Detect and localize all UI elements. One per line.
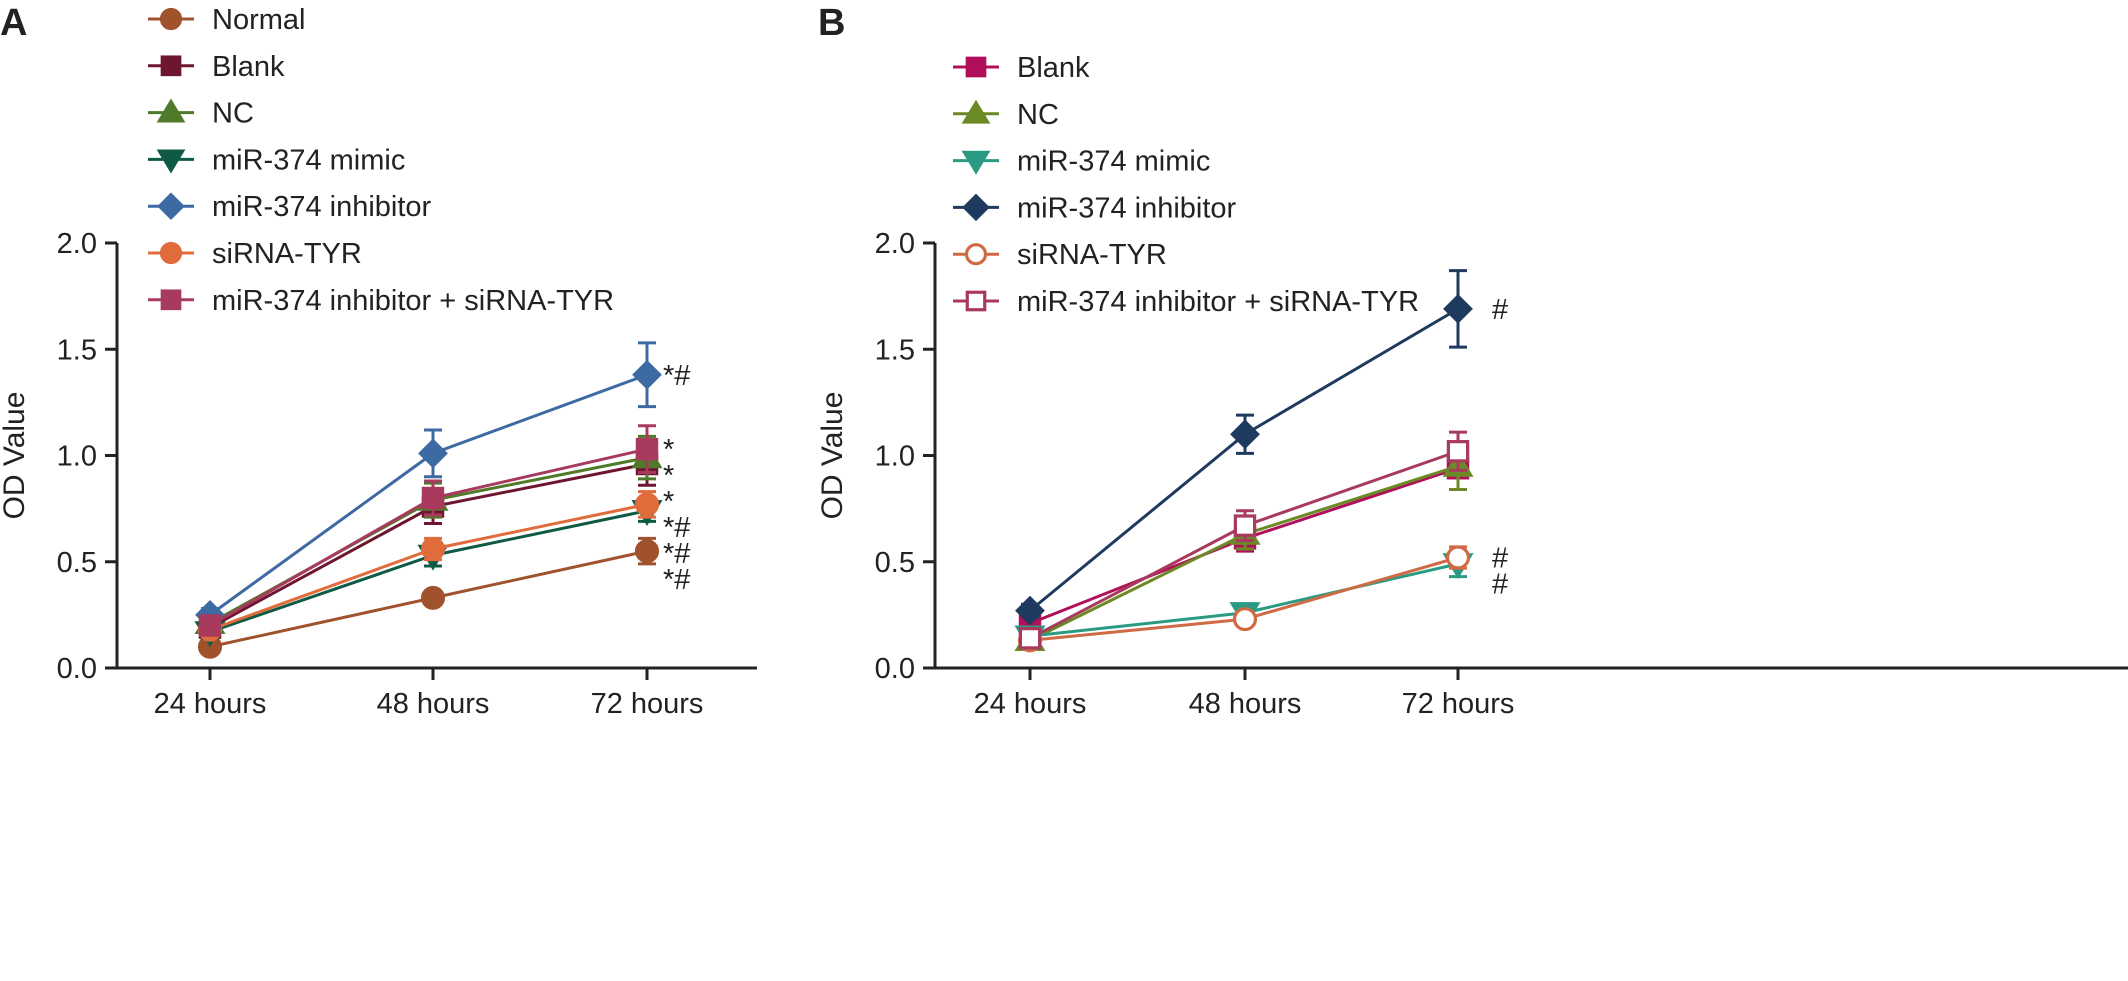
legend-label: miR-374 inhibitor — [212, 191, 432, 223]
legend-label: miR-374 inhibitor + siRNA-TYR — [1017, 286, 1419, 318]
series-line — [209, 509, 648, 634]
legend-item-sirna-tyr: siRNA-TYR — [148, 238, 362, 270]
data-point — [635, 437, 659, 461]
x-tick-label: 24 hours — [154, 688, 267, 720]
x-tick-label: 48 hours — [377, 688, 490, 720]
y-axis-label: OD Value — [816, 392, 849, 520]
legend-marker — [965, 290, 987, 312]
legend-label: miR-374 mimic — [212, 144, 405, 176]
legend-label: miR-374 inhibitor + siRNA-TYR — [212, 285, 614, 317]
legend-marker — [160, 289, 182, 311]
significance-label: # — [1492, 294, 1508, 326]
series-mir-374-inhibitor — [1015, 269, 1473, 626]
significance-label: *# — [663, 564, 690, 596]
legend-item-sirna-tyr: siRNA-TYR — [953, 239, 1167, 271]
panel-a: A 0.0 0.5 1.0 1.5 2.0 OD Value 24 hours 48 hours… — [0, 2, 757, 720]
data-point — [1446, 440, 1470, 463]
data-point — [421, 486, 445, 510]
legend-item-blank: Blank — [953, 52, 1090, 84]
legend-label: miR-374 inhibitor — [1017, 192, 1237, 224]
significance-label: # — [1492, 569, 1508, 601]
legend-label: Normal — [212, 4, 305, 36]
x-tick-label: 24 hours — [974, 688, 1087, 720]
legend-item-mir-374-mimic: miR-374 mimic — [148, 144, 405, 176]
y-tick-label: 0.0 — [875, 653, 915, 685]
x-tick-label: 72 hours — [1402, 688, 1515, 720]
data-point — [1018, 627, 1042, 650]
legend-label: miR-374 mimic — [1017, 146, 1210, 178]
series-mir-374-inhibitor — [195, 341, 662, 630]
y-tick-label: 1.5 — [57, 334, 97, 366]
legend-item-mir-374-inhibitor-sirna-tyr: miR-374 inhibitor + siRNA-TYR — [953, 286, 1419, 318]
legend-item-blank: Blank — [148, 51, 285, 83]
legend-label: Blank — [1017, 52, 1090, 84]
legend-marker — [157, 192, 185, 220]
panel-b: B 0.0 0.5 1.0 1.5 2.0 OD Value 24 hours 48 hours… — [816, 2, 2128, 720]
data-point — [1232, 607, 1258, 632]
legend-item-mir-374-inhibitor-sirna-tyr: miR-374 inhibitor + siRNA-TYR — [148, 285, 614, 317]
series-line — [1029, 307, 1459, 612]
data-point — [1443, 293, 1473, 324]
legend-label: NC — [1017, 99, 1059, 131]
series-mir-374-inhibitor-sirna-tyr — [198, 424, 659, 637]
y-tick-label: 0.5 — [57, 547, 97, 579]
data-point — [632, 359, 662, 390]
legend-marker — [962, 193, 990, 222]
legend-marker — [159, 7, 183, 31]
legend-marker — [156, 98, 186, 123]
significance-label: *# — [663, 538, 690, 570]
legend-item-mir-374-inhibitor: miR-374 inhibitor — [148, 191, 432, 223]
legend-marker — [961, 99, 991, 124]
y-tick-label: 1.5 — [875, 334, 915, 366]
series-mir-374-inhibitor-sirna-tyr — [1018, 430, 1470, 650]
data-point — [1230, 419, 1260, 450]
data-point — [198, 614, 222, 637]
y-tick-label: 1.0 — [57, 441, 97, 473]
legend-label: siRNA-TYR — [212, 238, 362, 270]
x-tick-label: 72 hours — [591, 688, 704, 720]
data-point — [1233, 514, 1257, 537]
legend-item-mir-374-inhibitor: miR-374 inhibitor — [953, 192, 1237, 224]
legend-marker — [159, 241, 183, 265]
data-point — [420, 585, 446, 610]
panel-letter: B — [818, 2, 845, 44]
data-point — [1015, 595, 1045, 626]
legend-item-nc: NC — [148, 98, 254, 130]
significance-label: *# — [663, 512, 690, 544]
data-point — [420, 536, 446, 562]
legend-item-normal: Normal — [148, 4, 305, 36]
data-point — [634, 492, 660, 517]
legend-item-mir-374-mimic: miR-374 mimic — [953, 146, 1210, 178]
legend-label: Blank — [212, 51, 285, 83]
significance-label: # — [1492, 543, 1508, 575]
significance-label: *# — [663, 360, 690, 392]
y-tick-label: 0.0 — [57, 653, 97, 685]
legend-label: siRNA-TYR — [1017, 239, 1167, 271]
y-tick-label: 0.5 — [875, 547, 915, 579]
y-tick-label: 2.0 — [57, 228, 97, 260]
y-axis-label: OD Value — [0, 392, 31, 520]
legend-item-nc: NC — [953, 99, 1059, 131]
legend-marker — [965, 56, 987, 78]
significance-label: * — [663, 460, 674, 492]
data-point — [634, 539, 660, 564]
significance-label: * — [663, 486, 674, 518]
legend-label: NC — [212, 98, 254, 130]
legend-marker — [961, 150, 991, 175]
data-point — [418, 438, 448, 469]
legend-marker — [160, 55, 182, 77]
legend-marker — [156, 149, 186, 174]
y-tick-label: 2.0 — [875, 228, 915, 260]
y-tick-label: 1.0 — [875, 441, 915, 473]
data-point — [1445, 545, 1471, 570]
panel-letter: A — [0, 2, 27, 44]
legend-marker — [964, 243, 988, 266]
x-tick-label: 48 hours — [1189, 688, 1302, 720]
significance-label: * — [663, 434, 674, 466]
